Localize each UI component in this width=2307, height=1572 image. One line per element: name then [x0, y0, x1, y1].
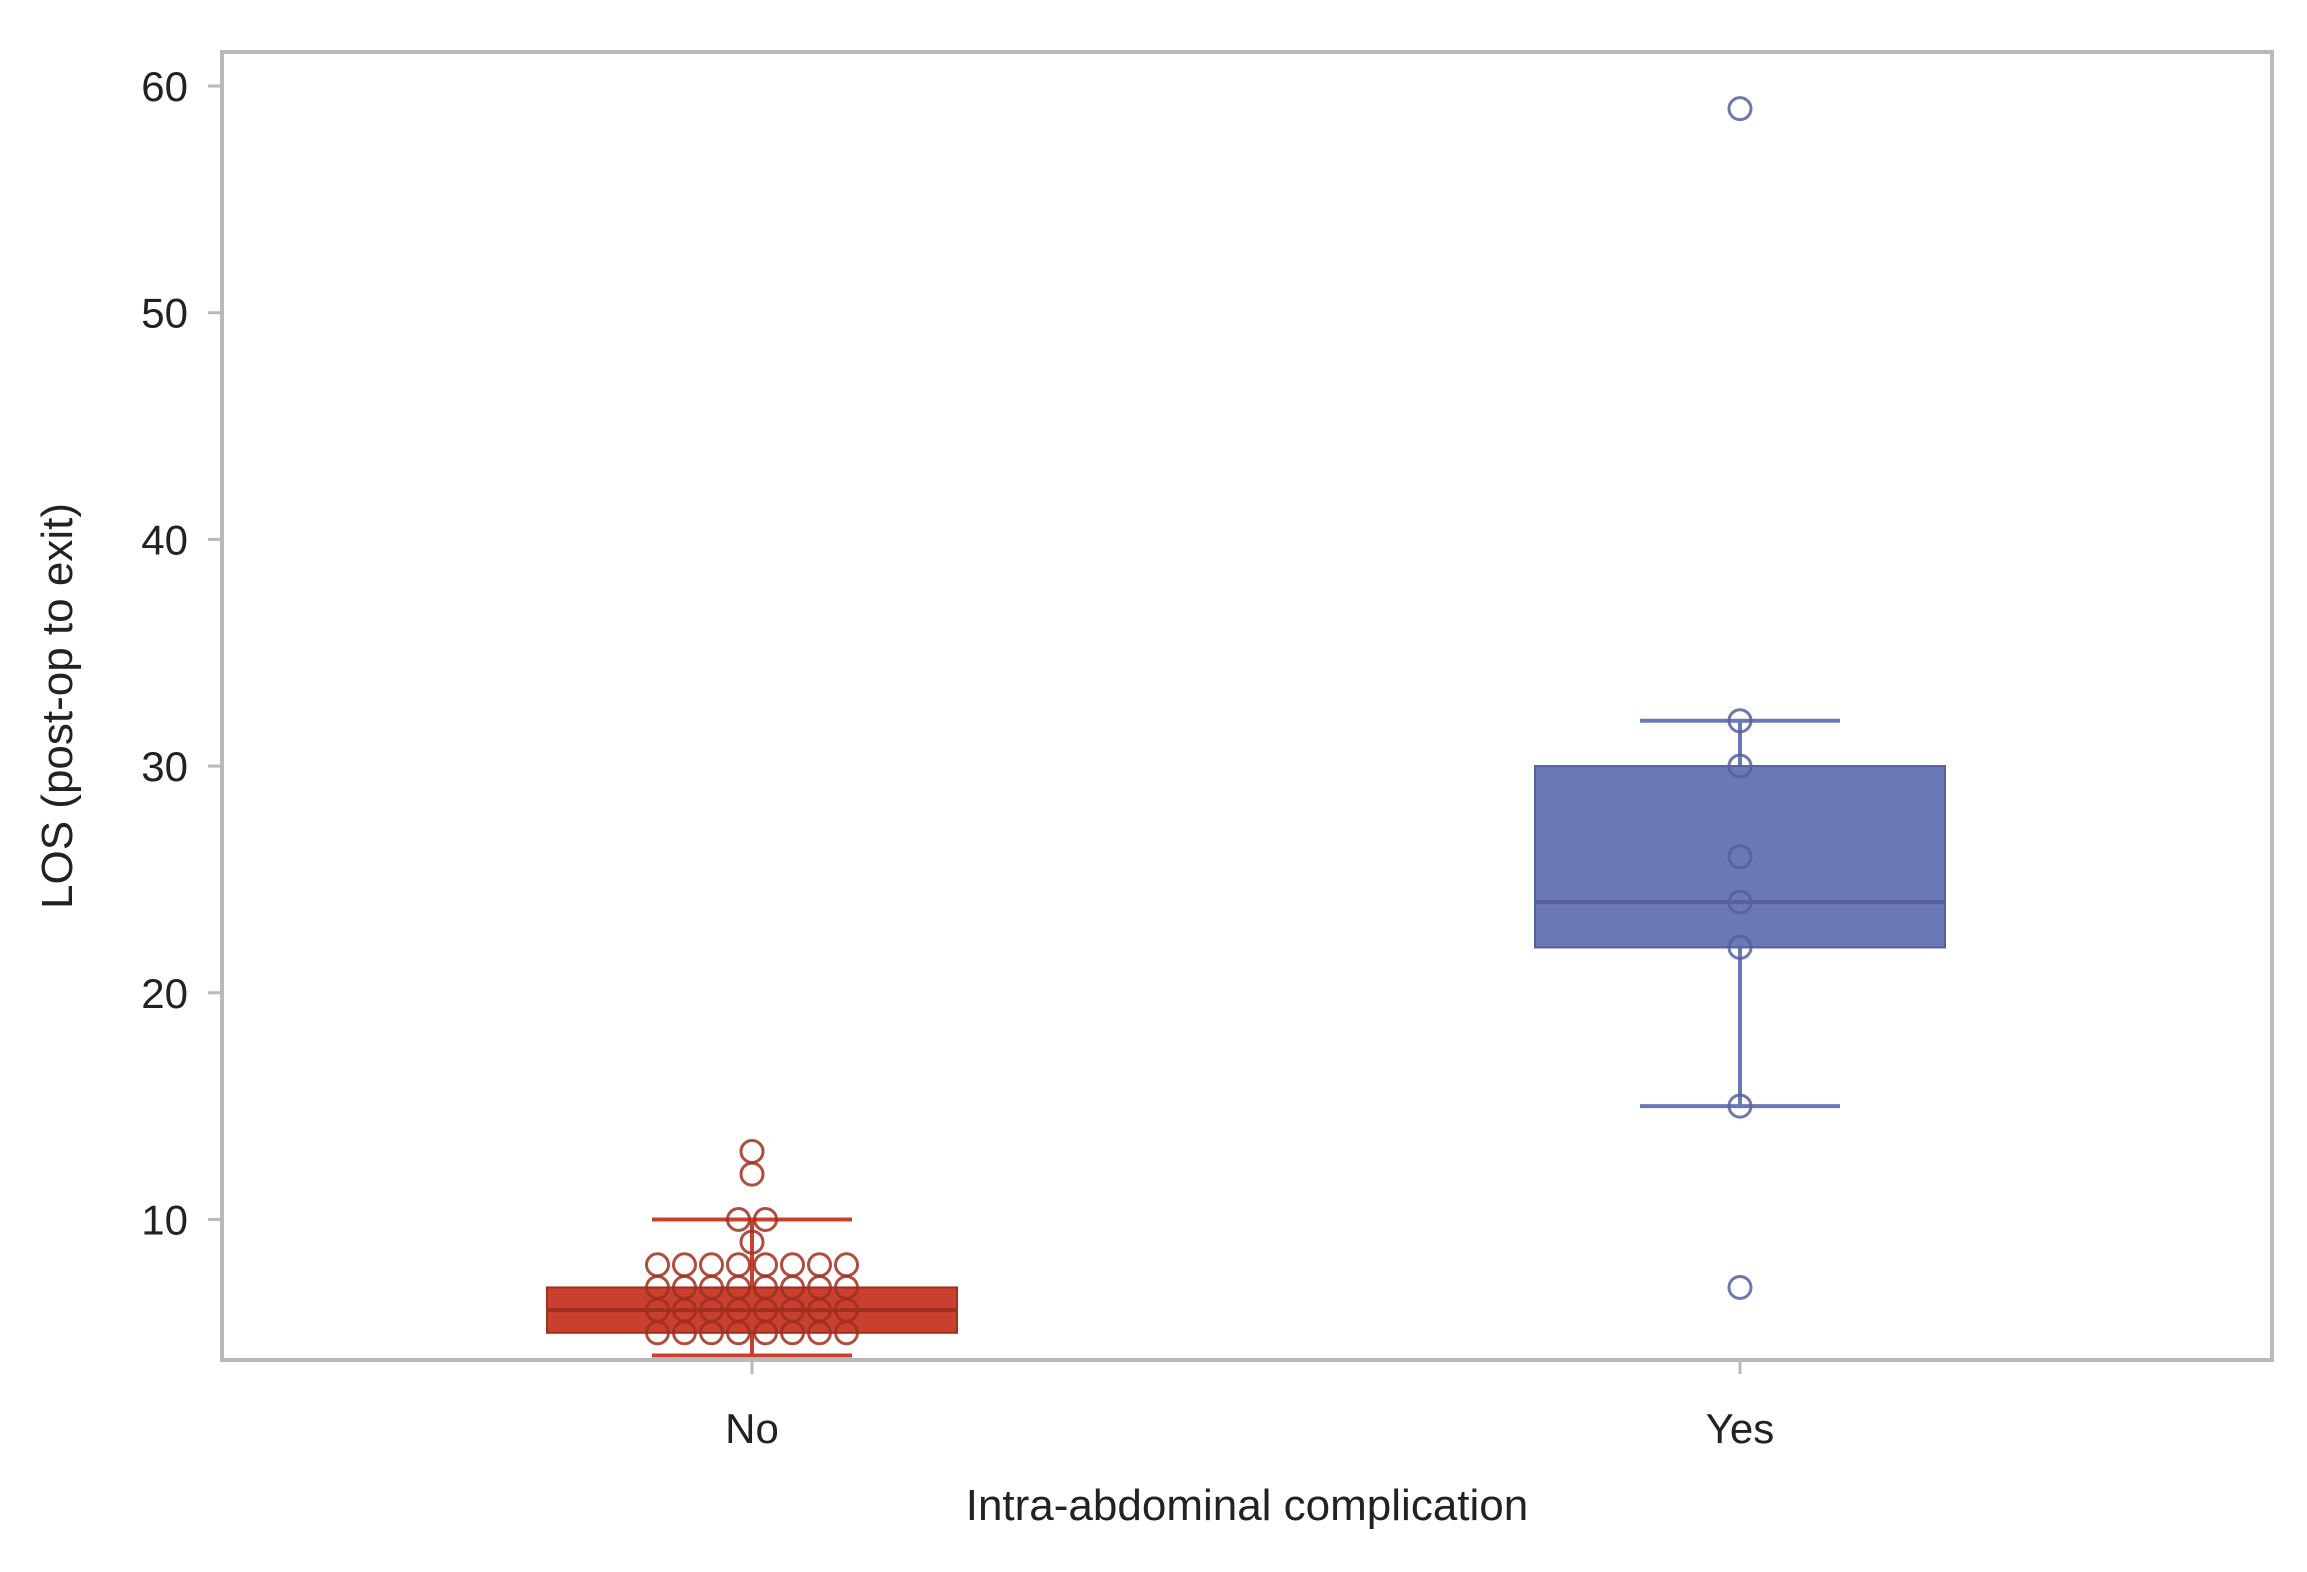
data-point [739, 1161, 765, 1187]
data-point [726, 1252, 751, 1278]
data-point [1727, 1093, 1753, 1119]
data-point [739, 1138, 765, 1164]
data-point [672, 1252, 697, 1278]
iqr-box [1534, 765, 1946, 949]
y-tick-label: 20 [141, 970, 188, 1017]
box-group-no [546, 1138, 958, 1358]
y-axis-title: LOS (post-op to exit) [33, 503, 82, 909]
data-point [807, 1252, 832, 1278]
data-point [726, 1206, 751, 1232]
data-point [726, 1320, 751, 1346]
data-point [645, 1320, 670, 1346]
data-point [753, 1252, 778, 1278]
y-tick-label: 40 [141, 516, 188, 563]
x-tick-label: Yes [1706, 1405, 1775, 1452]
data-point [1727, 1274, 1753, 1300]
data-point [780, 1320, 805, 1346]
y-tick-label: 10 [141, 1196, 188, 1243]
data-point [1727, 96, 1753, 122]
data-point [699, 1252, 724, 1278]
plot-area-frame [220, 50, 2274, 1362]
y-tick-label: 50 [141, 290, 188, 337]
data-point [834, 1252, 859, 1278]
data-point [1727, 753, 1753, 779]
data-point [1727, 844, 1753, 870]
data-point [645, 1252, 670, 1278]
y-tick-label: 60 [141, 63, 188, 110]
box-series [546, 96, 1946, 1358]
data-point [1727, 708, 1753, 734]
x-axis-title: Intra-abdominal complication [966, 1481, 1529, 1530]
y-tick-label: 30 [141, 743, 188, 790]
data-point [753, 1206, 778, 1232]
x-tick-label: No [725, 1405, 779, 1452]
data-point [834, 1320, 859, 1346]
box-group-yes [1534, 96, 1946, 1300]
y-axis: 10 20 30 40 50 60 [141, 63, 222, 1243]
data-point [1727, 934, 1753, 960]
data-point [699, 1320, 724, 1346]
data-point [753, 1320, 778, 1346]
data-point [780, 1252, 805, 1278]
data-point [807, 1320, 832, 1346]
data-point [1727, 889, 1753, 915]
x-axis: No Yes [725, 1360, 1774, 1452]
data-point [672, 1320, 697, 1346]
data-point [739, 1229, 765, 1255]
